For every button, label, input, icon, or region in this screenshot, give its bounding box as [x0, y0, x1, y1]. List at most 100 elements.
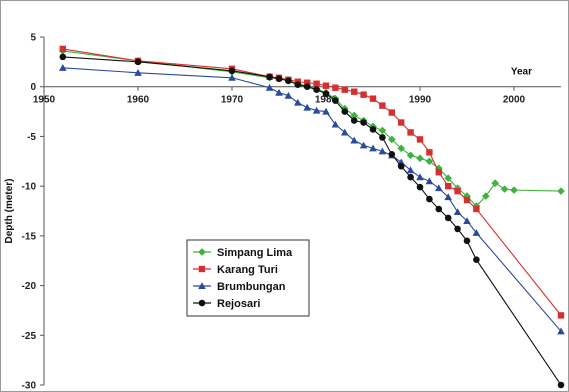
- data-point-simpang-lima: [388, 135, 396, 144]
- legend-label-karang-turi: Karang Turi: [217, 264, 278, 276]
- data-point-simpang-lima: [491, 179, 499, 187]
- y-tick-label: 5: [30, 33, 36, 44]
- x-tick-label: 1950: [33, 95, 56, 106]
- data-point-rejosari: [332, 97, 339, 104]
- data-point-karang-turi: [557, 312, 565, 319]
- data-point-brumbungan: [444, 193, 452, 201]
- data-point-simpang-lima: [425, 157, 434, 166]
- data-point-simpang-lima: [482, 192, 490, 200]
- data-point-rejosari: [275, 75, 283, 83]
- y-tick-label: -10: [22, 182, 37, 193]
- data-point-brumbungan: [406, 166, 415, 174]
- data-point-karang-turi: [341, 86, 348, 93]
- series-rejosari: [59, 53, 565, 389]
- data-point-rejosari: [557, 381, 565, 389]
- data-point-karang-turi: [304, 79, 311, 86]
- data-point-simpang-lima: [397, 144, 405, 153]
- data-point-rejosari: [303, 83, 311, 91]
- data-point-rejosari: [454, 225, 461, 233]
- series-group: [59, 45, 565, 389]
- data-point-karang-turi: [426, 149, 433, 156]
- data-point-simpang-lima: [378, 126, 387, 135]
- x-tick-label: 1970: [221, 95, 244, 106]
- data-point-simpang-lima: [510, 186, 518, 194]
- data-point-rejosari: [313, 86, 320, 93]
- data-point-brumbungan: [331, 120, 340, 128]
- legend-label-brumbungan: Brumbungan: [217, 281, 286, 293]
- data-point-brumbungan: [425, 177, 434, 185]
- y-tick-label: -25: [22, 331, 37, 342]
- legend-item-brumbungan: Brumbungan: [193, 281, 286, 293]
- data-point-simpang-lima: [350, 111, 358, 120]
- data-point-karang-turi: [398, 119, 405, 126]
- data-point-brumbungan: [228, 73, 236, 81]
- data-point-karang-turi: [473, 205, 480, 213]
- data-point-brumbungan: [59, 64, 67, 71]
- data-point-karang-turi: [407, 129, 414, 136]
- series-simpang-lima: [59, 47, 565, 210]
- data-point-brumbungan: [275, 88, 283, 96]
- data-point-brumbungan: [359, 141, 368, 149]
- data-point-brumbungan: [312, 106, 321, 114]
- data-point-simpang-lima: [463, 192, 471, 200]
- data-point-karang-turi: [445, 182, 452, 190]
- x-tick-label: 1960: [127, 95, 150, 106]
- legend: Simpang Lima Karang Turi Brumbungan Rejosar…: [186, 239, 310, 317]
- data-point-simpang-lima: [406, 151, 415, 160]
- data-point-rejosari: [444, 214, 452, 222]
- data-point-brumbungan: [472, 229, 481, 236]
- data-point-karang-turi: [59, 45, 66, 53]
- data-point-karang-turi: [322, 82, 330, 89]
- data-point-simpang-lima: [557, 187, 565, 195]
- data-point-rejosari: [350, 117, 358, 124]
- data-point-brumbungan: [369, 144, 377, 152]
- data-point-rejosari: [59, 53, 67, 61]
- data-point-karang-turi: [332, 84, 339, 91]
- data-point-rejosari: [285, 77, 292, 85]
- data-point-brumbungan: [303, 103, 311, 111]
- legend-marker-karang-turi: [198, 265, 206, 273]
- data-point-simpang-lima: [435, 164, 443, 173]
- data-point-karang-turi: [351, 88, 358, 95]
- data-point-rejosari: [407, 173, 414, 181]
- legend-item-rejosari: Rejosari: [193, 298, 260, 310]
- data-point-karang-turi: [463, 196, 471, 204]
- data-point-rejosari: [360, 119, 367, 126]
- legend-marker-rejosari: [198, 299, 206, 307]
- data-point-rejosari: [473, 256, 480, 264]
- data-point-brumbungan: [294, 98, 302, 106]
- series-brumbungan: [59, 64, 565, 335]
- data-point-karang-turi: [369, 95, 377, 102]
- y-tick-label: -15: [22, 231, 37, 242]
- y-tick-label: -30: [22, 381, 37, 392]
- y-tick-label: -5: [27, 132, 36, 143]
- data-point-rejosari: [435, 205, 443, 213]
- data-point-karang-turi: [435, 169, 442, 176]
- data-point-rejosari: [294, 81, 302, 89]
- data-point-karang-turi: [379, 102, 386, 109]
- data-point-karang-turi: [454, 187, 461, 195]
- data-point-rejosari: [397, 162, 405, 170]
- data-point-rejosari: [228, 67, 236, 75]
- data-point-simpang-lima: [500, 185, 509, 193]
- data-point-simpang-lima: [416, 154, 424, 163]
- data-point-brumbungan: [378, 147, 387, 155]
- x-tick-label: 1980: [315, 95, 338, 106]
- data-point-karang-turi: [313, 80, 320, 87]
- data-point-brumbungan: [134, 68, 142, 76]
- series-line-brumbungan: [62, 67, 562, 332]
- data-point-brumbungan: [284, 91, 293, 99]
- data-point-brumbungan: [350, 136, 358, 144]
- data-point-karang-turi: [416, 136, 424, 143]
- y-axis-title: Depth (meter): [4, 178, 15, 243]
- data-point-rejosari: [388, 151, 396, 158]
- legend-label-simpang-lima: Simpang Lima: [217, 247, 293, 259]
- x-axis-title: Year: [511, 67, 532, 78]
- x-tick-label: 1990: [409, 95, 432, 106]
- data-point-simpang-lima: [444, 174, 452, 182]
- data-point-rejosari: [369, 126, 377, 133]
- legend-item-karang-turi: Karang Turi: [193, 264, 278, 276]
- data-point-brumbungan: [463, 217, 471, 224]
- legend-marker-brumbungan: [198, 282, 206, 290]
